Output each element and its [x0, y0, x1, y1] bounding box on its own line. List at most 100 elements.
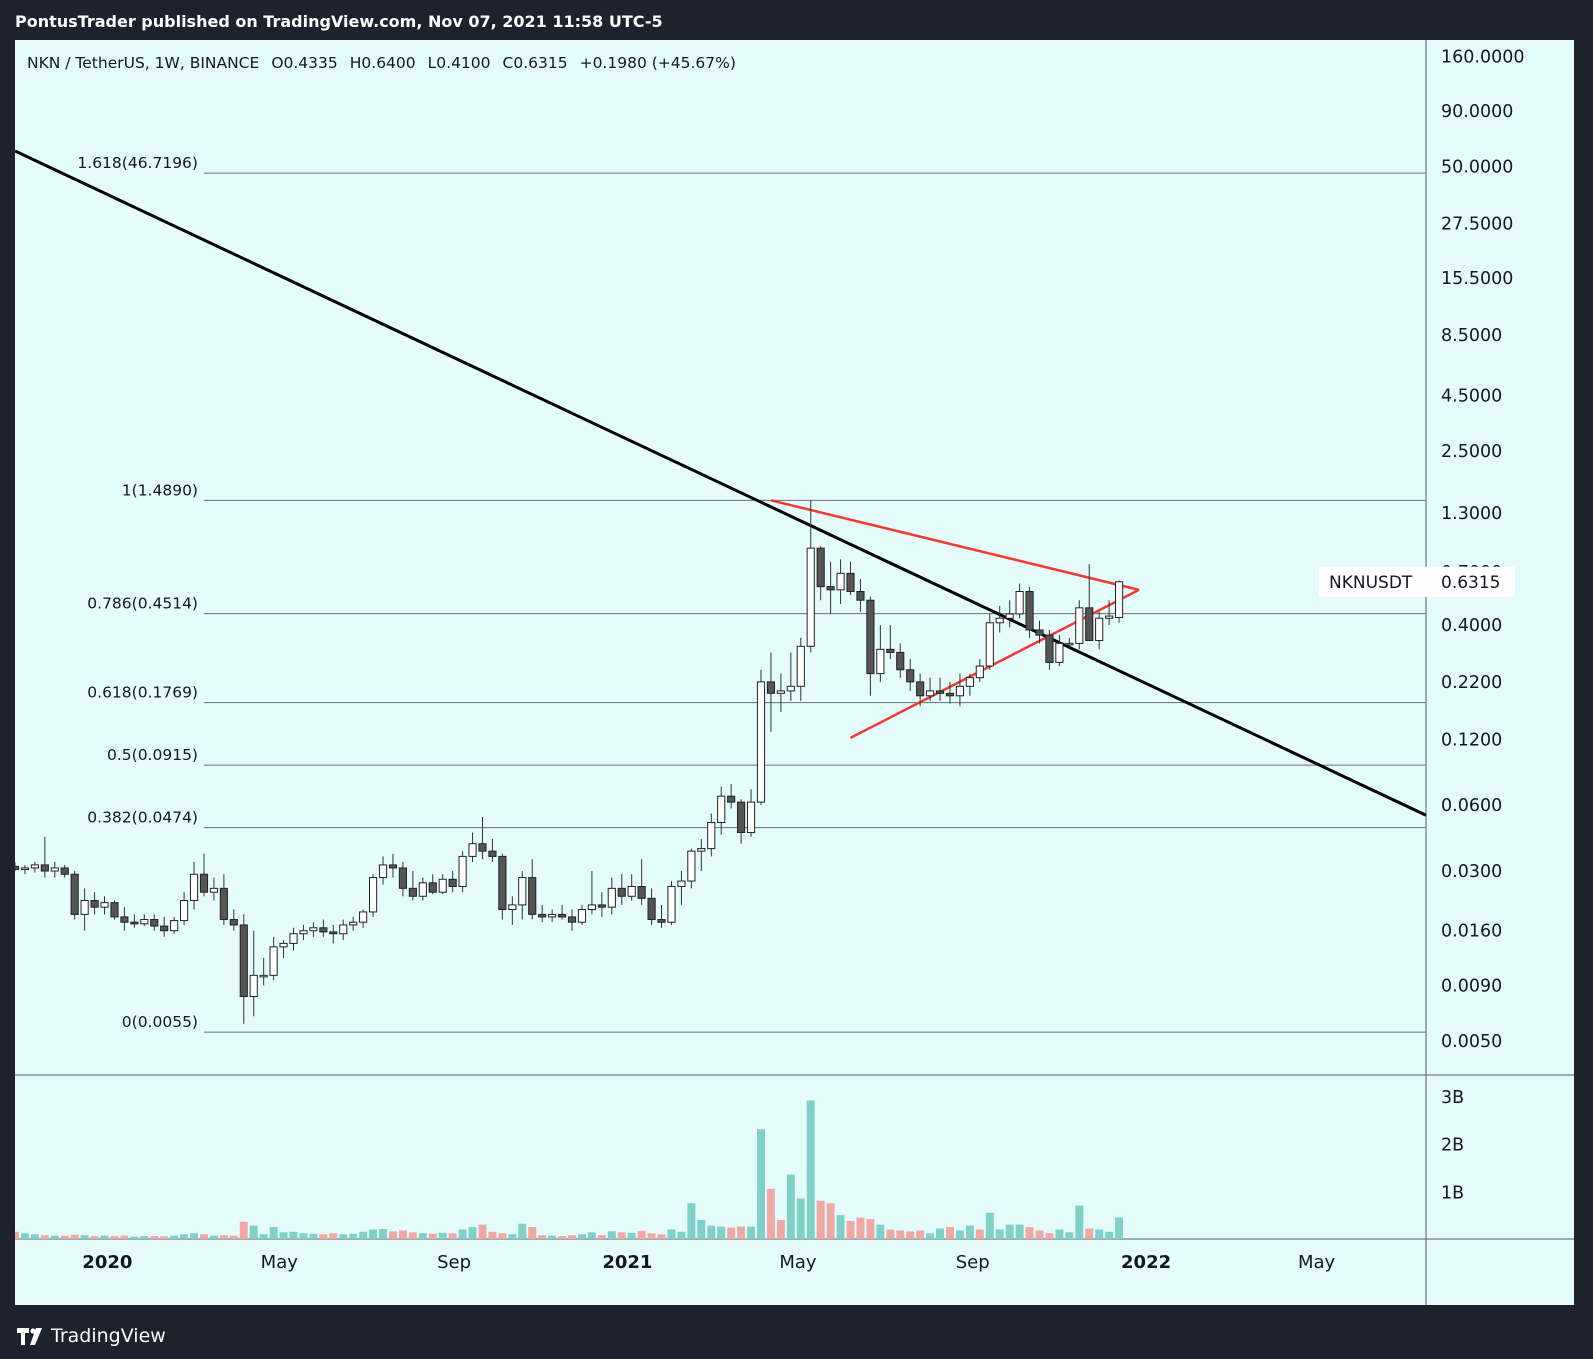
candle-body — [418, 882, 427, 897]
volume-bar — [438, 1232, 447, 1239]
chart-frame[interactable]: 1.618(46.7196) 1(1.4890) 0.786(0.4514) 0.61… — [10, 40, 1574, 1305]
fib-level-label: 0(0.0055) — [122, 1013, 198, 1031]
volume-bar — [60, 1235, 69, 1239]
volume-bar — [1095, 1229, 1104, 1239]
candle-body — [935, 690, 945, 694]
candle-body — [140, 919, 149, 925]
chart-svg[interactable]: 1.618(46.7196) 1(1.4890) 0.786(0.4514) 0.61… — [10, 40, 1574, 1305]
candle-body — [577, 909, 587, 923]
candle-body — [866, 599, 875, 675]
fib-level-label: 1(1.4890) — [122, 481, 198, 499]
candle-body — [219, 887, 228, 921]
volume-bar — [946, 1227, 954, 1239]
candle-body — [737, 801, 746, 834]
price-tick-label: 0.0600 — [1441, 796, 1502, 816]
price-tick-label: 2.5000 — [1441, 442, 1502, 462]
fib-retracement: 1.618(46.7196) 1(1.4890) 0.786(0.4514) 0.61… — [77, 154, 1426, 1033]
candle-body — [50, 867, 59, 872]
volume-bar — [100, 1235, 109, 1239]
candle-body — [1065, 642, 1074, 646]
volume-bar — [776, 1219, 785, 1239]
volume-bar — [1115, 1217, 1124, 1239]
candle-body — [170, 920, 179, 932]
candle-body — [1114, 581, 1124, 618]
volume-bar — [388, 1231, 397, 1239]
candle-body — [766, 681, 776, 694]
candle-body — [756, 681, 766, 803]
volume-bar — [150, 1236, 159, 1239]
candle-body — [796, 645, 805, 687]
volume-bar — [279, 1232, 288, 1239]
volume-bar — [617, 1232, 626, 1239]
candle-body — [70, 873, 79, 915]
candle-body — [60, 867, 69, 875]
candle-body — [1045, 634, 1054, 663]
fib-level-label: 1.618(46.7196) — [77, 154, 198, 172]
candle-body — [637, 885, 646, 899]
fib-level-label: 0.618(0.1769) — [87, 684, 198, 702]
price-tag-value: 0.6315 — [1441, 573, 1500, 593]
volume-bar — [558, 1236, 567, 1239]
volume-bar — [488, 1231, 497, 1239]
candle-body — [1025, 591, 1034, 631]
volume-bar — [369, 1229, 378, 1239]
volume-bar — [80, 1235, 89, 1239]
volume-bar — [528, 1227, 537, 1239]
volume-bar — [577, 1234, 586, 1239]
tradingview-logo-icon — [17, 1328, 42, 1345]
volume-bar — [806, 1100, 815, 1239]
candle-body — [239, 924, 248, 998]
legend: NKN / TetherUS, 1W, BINANCE O0.4335 H0.6… — [27, 54, 736, 72]
candle-body — [329, 931, 338, 935]
volume-bar — [936, 1228, 945, 1239]
candle-body — [448, 878, 457, 887]
candle-body — [40, 864, 49, 872]
triangle-upper-line — [770, 499, 1140, 592]
candle-body — [717, 795, 726, 824]
volume-bar — [180, 1234, 189, 1239]
candle-body — [806, 547, 815, 647]
candle-body — [557, 913, 567, 918]
candle-body — [826, 586, 835, 591]
volume-bar — [737, 1226, 746, 1239]
candle-body — [209, 887, 219, 893]
volume-bar — [309, 1233, 318, 1239]
candle-body — [398, 867, 407, 889]
candle-body — [508, 904, 517, 911]
volume-bar — [20, 1233, 29, 1239]
fib-level-label: 0.5(0.0915) — [107, 746, 198, 764]
volume-bar — [130, 1236, 139, 1239]
candle-body — [150, 919, 159, 927]
volume-tick-label: 3B — [1441, 1088, 1464, 1108]
candle-body — [299, 930, 308, 935]
price-tag-symbol: NKNUSDT — [1329, 573, 1413, 593]
volume-bar — [786, 1174, 795, 1239]
volume-bar — [229, 1235, 238, 1239]
price-tick-label: 27.5000 — [1441, 214, 1513, 234]
price-tick-label: 4.5000 — [1441, 386, 1502, 406]
candle-body — [707, 822, 716, 850]
candle-body — [975, 665, 984, 679]
volume-bar — [627, 1232, 636, 1239]
candle-body — [1035, 629, 1044, 636]
volume-bar — [995, 1229, 1004, 1239]
volume-bar — [796, 1198, 805, 1239]
volume-bar — [607, 1231, 616, 1239]
candle-body — [388, 864, 398, 869]
candle-body — [886, 648, 895, 653]
candle-body — [1105, 615, 1114, 619]
volume-bar — [219, 1235, 228, 1239]
candle-body — [687, 850, 696, 882]
candle-body — [130, 921, 139, 925]
candle-body — [339, 924, 348, 935]
tradingview-brand[interactable]: TradingView — [15, 1325, 166, 1347]
volume-bar — [518, 1223, 527, 1239]
volume-bar — [766, 1188, 775, 1239]
volume-bar — [379, 1228, 388, 1239]
volume-bar — [1065, 1232, 1074, 1239]
candle-body — [309, 927, 318, 932]
volume-bar — [717, 1226, 726, 1239]
candle-body — [100, 902, 109, 908]
volume-bar — [428, 1233, 437, 1239]
candle-body — [786, 685, 795, 692]
